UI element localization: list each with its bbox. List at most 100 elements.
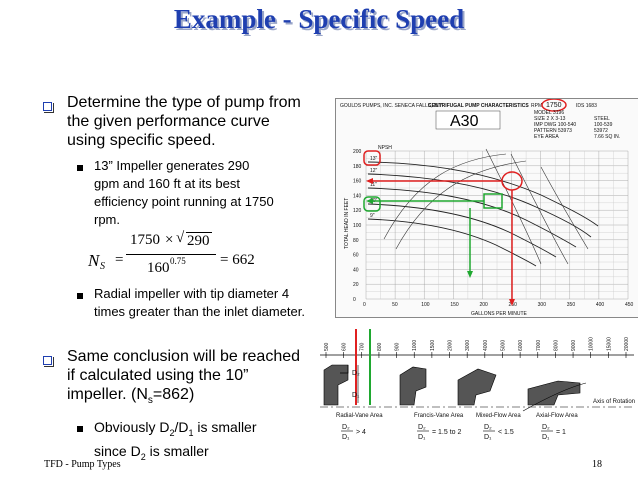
eq-num-b: 290 xyxy=(187,233,210,249)
curve-info-right-2: 53972 xyxy=(594,128,608,134)
eq-equals: = xyxy=(115,252,124,268)
strip-tick-label: 500 xyxy=(324,342,330,351)
b2s1-d: since D xyxy=(94,442,141,459)
y-tick-label: 140 xyxy=(353,193,362,199)
strip-d1-label: D₁ xyxy=(352,392,360,399)
radial-impeller-outline xyxy=(340,365,349,374)
ratio4-den: D₁ xyxy=(542,434,550,441)
y-tick-label: 200 xyxy=(353,149,362,155)
curve-info-right-3: 7.66 SQ IN. xyxy=(594,134,620,140)
specific-speed-strip-image: 500 600 700 800 900 1000 1500 2000 3000 4000 5000 6… xyxy=(318,325,636,450)
curve-info-3: PATTERN 53973 xyxy=(534,128,572,134)
model-box xyxy=(435,110,501,130)
strip-tick-label: 8000 xyxy=(553,340,559,351)
square-bullet-icon xyxy=(77,165,83,171)
curve-grid xyxy=(365,150,629,300)
efficiency-curve xyxy=(395,160,527,250)
strip-tick-label: 6000 xyxy=(518,340,524,351)
strip-svg: 500 600 700 800 900 1000 1500 2000 3000 4000 5000 6… xyxy=(320,329,635,441)
ratio2-den: D₁ xyxy=(418,434,426,441)
bullet-2-main: Same conclusion will be reached if calcu… xyxy=(67,348,301,403)
efficiency-curve xyxy=(540,166,589,250)
bullet-1-sub-2: Radial impeller with tip diameter 4 time… xyxy=(94,286,306,319)
curve-info-right-1: 100-539 xyxy=(594,122,613,128)
eq-times: × xyxy=(165,232,174,248)
strip-tick-label: 700 xyxy=(359,342,365,351)
strip-tick-label: 5000 xyxy=(500,340,506,351)
axis-of-rotation-label: Axis of Rotation xyxy=(593,399,635,405)
ratio4-value: = 1 xyxy=(556,429,566,436)
green-bep-box xyxy=(483,193,503,209)
curve-info-right-0: STEEL xyxy=(594,116,610,122)
eq-num-a: 1750 xyxy=(130,232,160,248)
red-impeller-highlight xyxy=(363,150,381,166)
efficiency-curve xyxy=(510,153,569,265)
eq-lhs-sub: S xyxy=(100,261,105,272)
curve-x-ticks: 0 50 100 150 200 250 300 350 400 450 xyxy=(363,302,634,308)
curve-info-0: MODEL 3196 xyxy=(534,110,564,116)
eq-den-base: 160 xyxy=(147,260,170,276)
curve-rpm-label: RPM xyxy=(531,103,542,109)
curve-info-4: EYE AREA xyxy=(534,134,559,140)
x-tick-label: 100 xyxy=(421,302,430,308)
eq-fraction-bar xyxy=(126,254,216,255)
bullet-1-sub-1: 13” Impeller generates 290 gpm and 160 f… xyxy=(94,158,274,227)
green-arrow-head-down xyxy=(467,271,473,278)
ratio3-num: D₂ xyxy=(484,424,492,431)
ratio2-value: = 1.5 to 2 xyxy=(432,429,461,436)
red-arrow-head-left xyxy=(366,178,373,184)
eq-lhs: N xyxy=(88,251,100,270)
ratio-4: D₂ D₁ = 1 xyxy=(541,424,566,441)
y-tick-label: 180 xyxy=(353,164,362,170)
eq-den-exp: 0.75 xyxy=(170,256,186,266)
bullet-1-text: Determine the type of pump from the give… xyxy=(67,94,301,149)
x-tick-label: 200 xyxy=(479,302,488,308)
red-bep-circle xyxy=(501,171,523,191)
ratio3-den: D₁ xyxy=(484,434,492,441)
checkbox-bullet-icon xyxy=(43,356,54,367)
x-tick-label: 450 xyxy=(625,302,634,308)
y-tick-label: 80 xyxy=(353,238,359,244)
b2s1-e: is smaller xyxy=(145,442,209,459)
curve-x-label: GALLONS PER MINUTE xyxy=(471,311,528,317)
y-tick-label: 20 xyxy=(353,282,359,288)
ratio-1: D₂ D₁ > 4 xyxy=(341,424,366,441)
square-bullet-icon xyxy=(77,293,83,299)
y-tick-label: 0 xyxy=(353,297,356,303)
ratio1-den: D₁ xyxy=(342,434,350,441)
slide-number: 18 xyxy=(592,459,602,470)
ratio-2: D₂ D₁ = 1.5 to 2 xyxy=(417,424,461,441)
x-tick-label: 400 xyxy=(596,302,605,308)
impeller-curve-10 xyxy=(367,203,557,258)
x-tick-label: 0 xyxy=(363,302,366,308)
strip-tick-label: 15000 xyxy=(606,337,612,351)
radial-impeller-shape xyxy=(323,364,349,406)
b2s1-a: Obviously D xyxy=(94,419,170,435)
pump-curve-svg: GOULDS PUMPS, INC. SENECA FALLS, N.Y. CE… xyxy=(340,98,634,317)
y-tick-label: 120 xyxy=(353,208,362,214)
strip-area-francis: Francis-Vane Area xyxy=(414,413,464,419)
curve-header-left: GOULDS PUMPS, INC. SENECA FALLS, N.Y. xyxy=(340,103,443,109)
strip-area-radial: Radial-Vane Area xyxy=(336,413,383,419)
red-arrow-head-down xyxy=(509,299,515,306)
strip-tick-label: 900 xyxy=(395,342,401,351)
y-tick-label: 100 xyxy=(353,223,362,229)
curve-rpm-value: 1750 xyxy=(546,102,562,109)
strip-tick-label: 20000 xyxy=(624,337,630,351)
strip-tick-label: 2000 xyxy=(448,340,454,351)
x-tick-label: 300 xyxy=(538,302,547,308)
b2s1-a-sub: 2 xyxy=(169,427,175,438)
green-impeller-highlight xyxy=(363,196,381,212)
ratio3-value: < 1.5 xyxy=(498,429,514,436)
bullet-2-tail: =862) xyxy=(152,386,195,403)
impeller-curve-9 xyxy=(367,218,537,267)
curve-info-1: SIZE 2 X 3-13 xyxy=(534,116,566,122)
efficiency-curve xyxy=(485,148,542,265)
impeller-label-9: 9" xyxy=(370,213,375,219)
footer-left: TFD - Pump Types xyxy=(44,459,121,470)
b2s1-b: /D xyxy=(174,419,189,435)
strip-tick-label: 1500 xyxy=(430,340,436,351)
slide-title: Example - Specific Speed xyxy=(173,4,465,34)
y-tick-label: 160 xyxy=(353,179,362,185)
bullet-2-text: Same conclusion will be reached if calcu… xyxy=(67,347,312,410)
